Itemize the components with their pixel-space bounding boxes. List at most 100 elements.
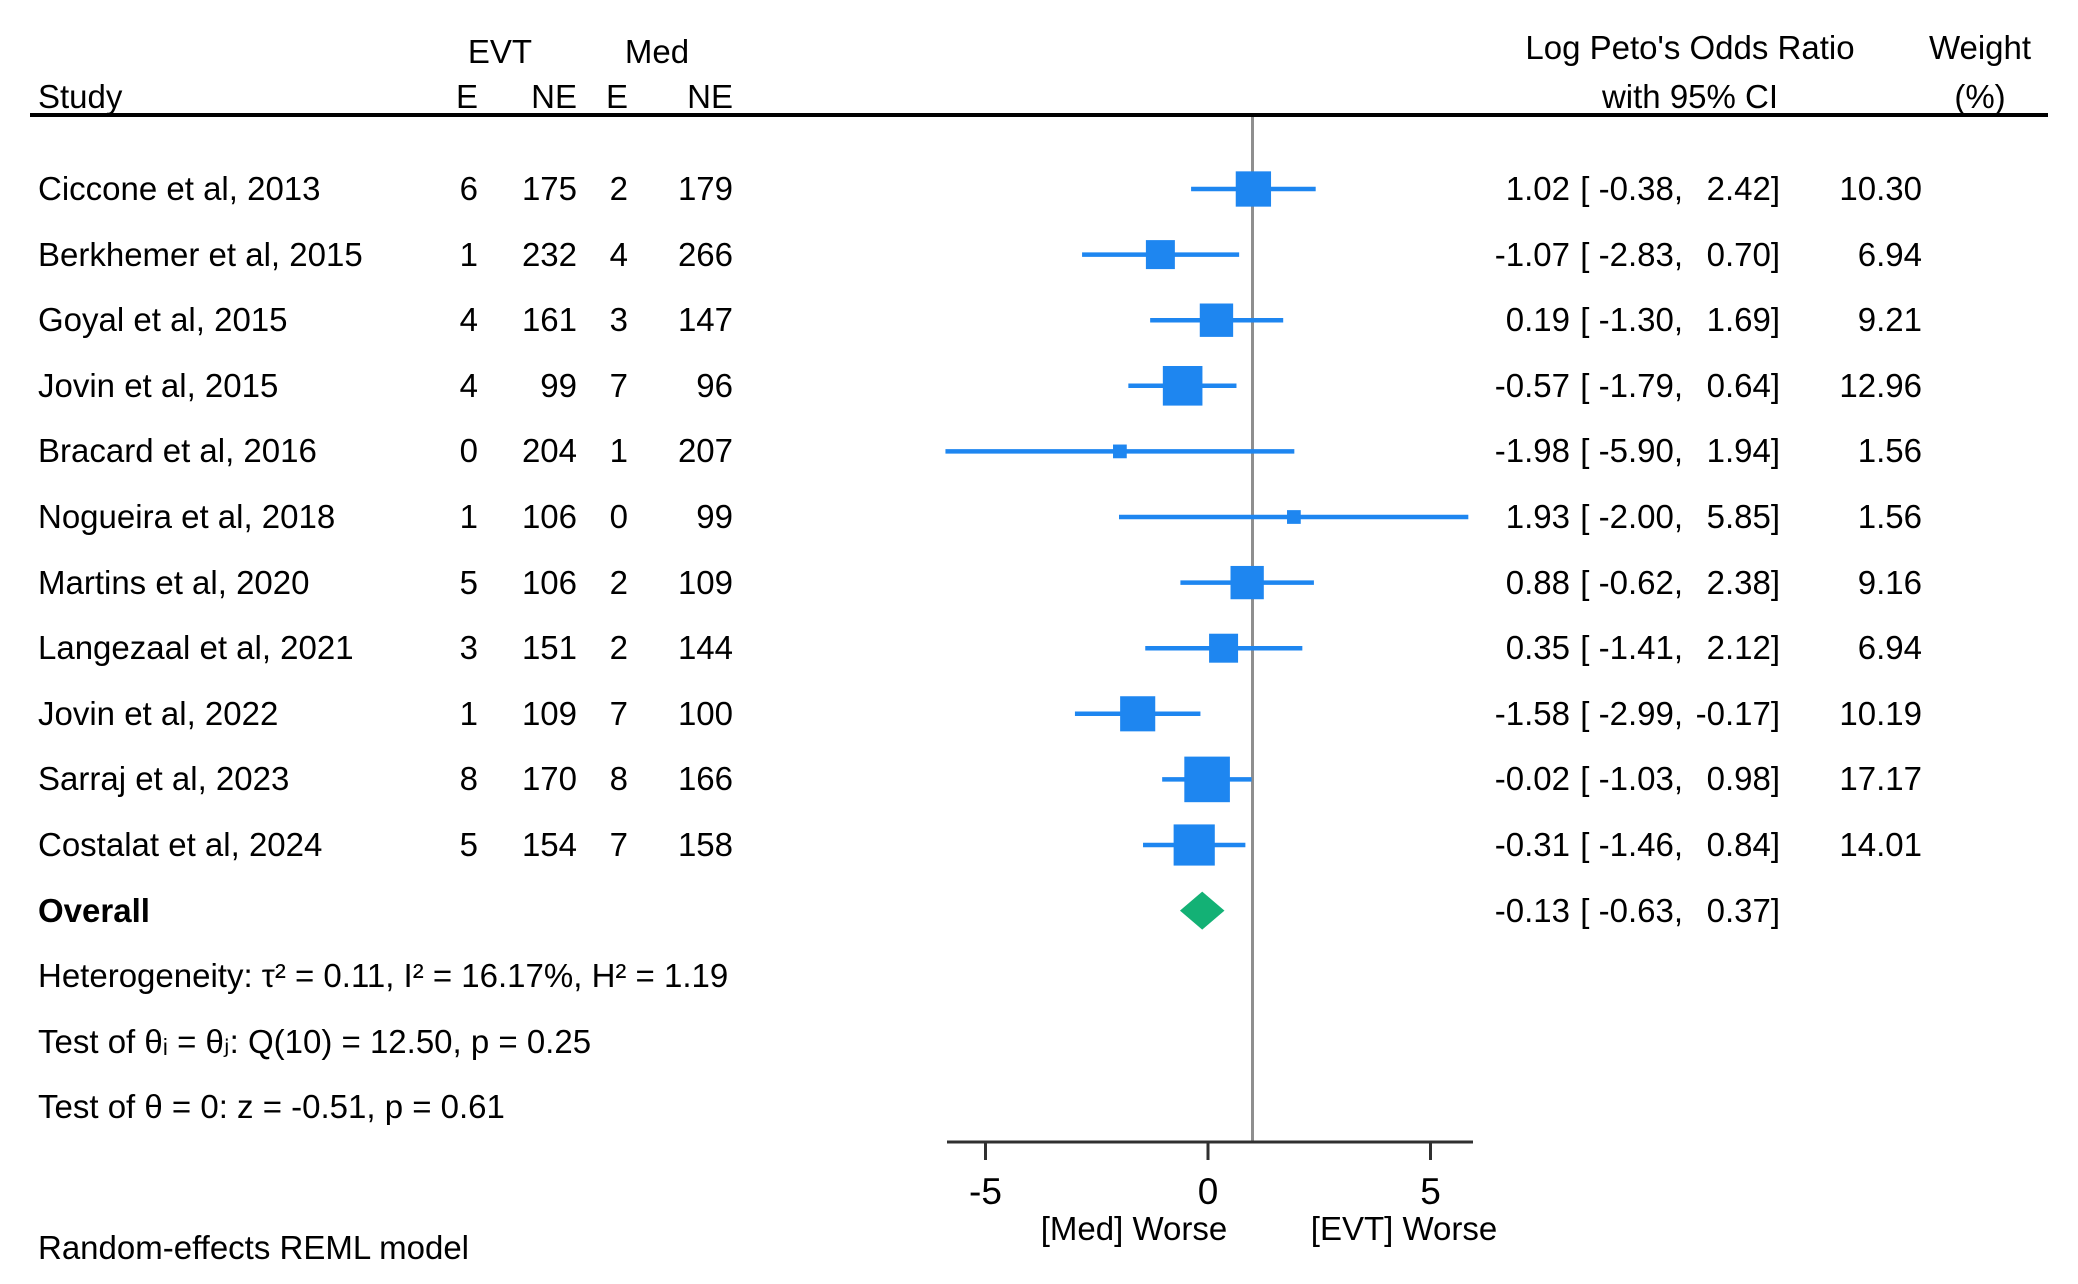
study-label: Jovin et al, 2015 — [38, 366, 279, 404]
evt-nonevents-value: 99 — [540, 366, 577, 404]
effect-square — [1184, 756, 1230, 803]
effect-square — [1230, 565, 1264, 600]
study-label: Ciccone et al, 2013 — [38, 170, 321, 207]
evt-nonevents-value: 106 — [521, 563, 577, 601]
x-tick-label: 5 — [1420, 1171, 1441, 1212]
med-events-value: 7 — [609, 366, 628, 404]
effect-square — [1173, 824, 1215, 866]
ci-upper-value: 1.94] — [1706, 432, 1780, 470]
header-rule — [30, 113, 2048, 117]
study-label: Langezaal et al, 2021 — [38, 629, 354, 667]
ci-upper-value: 0.70] — [1706, 235, 1780, 273]
med-nonevents-value: 100 — [677, 694, 733, 732]
ci-upper-value: 2.12] — [1706, 629, 1780, 667]
evt-nonevents-value: 170 — [521, 760, 577, 798]
ci-lower-value: [ -1.79, — [1580, 366, 1683, 404]
ci-lower-value: [ -1.03, — [1580, 760, 1683, 798]
weight-value: 10.19 — [1839, 694, 1922, 732]
weight-value: 1.56 — [1857, 498, 1922, 535]
effect-square — [1145, 240, 1175, 270]
study-label: Costalat et al, 2024 — [38, 826, 323, 863]
ci-lower-value: [ -2.00, — [1580, 498, 1683, 535]
evt-events-value: 5 — [459, 563, 478, 601]
effect-estimate-value: -0.57 — [1494, 366, 1570, 404]
effect-square — [1209, 633, 1239, 663]
ci-upper-value: 0.64] — [1706, 366, 1780, 404]
med-nonevents-value: 266 — [677, 235, 733, 273]
effect-square — [1287, 510, 1301, 524]
effect-square — [1162, 366, 1203, 406]
effect-estimate-value: 0.88 — [1505, 563, 1570, 601]
evt-events-value: 0 — [459, 432, 478, 470]
ci-upper-value: 2.38] — [1706, 563, 1780, 601]
effect-square — [1235, 171, 1272, 207]
effect-square — [1120, 696, 1156, 732]
evt-nonevents-value: 106 — [521, 498, 577, 535]
evt-events-value: 4 — [459, 301, 478, 339]
med-events-value: 2 — [609, 170, 628, 207]
ci-upper-value: 0.98] — [1706, 760, 1780, 798]
weight-value: 6.94 — [1857, 629, 1922, 667]
effect-estimate-value: -1.98 — [1494, 432, 1570, 470]
ci-lower-value: [ -1.41, — [1580, 629, 1683, 667]
med-nonevents-value: 109 — [677, 563, 733, 601]
med-events-value: 0 — [609, 498, 628, 535]
evt-events-value: 5 — [459, 826, 478, 863]
effect-estimate-value: -1.07 — [1494, 235, 1570, 273]
footer-model-note: Random-effects REML model — [38, 1229, 470, 1266]
evt-events-value: 1 — [459, 694, 478, 732]
evt-nonevents-value: 175 — [521, 170, 577, 207]
med-events-value: 8 — [609, 760, 628, 798]
stat-heterogeneity: Heterogeneity: τ² = 0.11, I² = 16.17%, H… — [38, 957, 729, 994]
study-label: Goyal et al, 2015 — [38, 301, 288, 339]
header-evt-e: E — [455, 78, 478, 115]
effect-square — [1199, 303, 1234, 337]
med-nonevents-value: 207 — [677, 432, 733, 470]
evt-nonevents-value: 204 — [521, 432, 577, 470]
med-nonevents-value: 179 — [677, 170, 733, 207]
header-group-med: Med — [624, 33, 690, 70]
weight-value: 14.01 — [1839, 826, 1922, 863]
overall-estimate-value: -0.13 — [1494, 891, 1570, 929]
overall-diamond — [1179, 891, 1225, 930]
x-tick-label: 0 — [1198, 1171, 1219, 1212]
evt-nonevents-value: 109 — [521, 694, 577, 732]
evt-nonevents-value: 161 — [521, 301, 577, 339]
weight-value: 1.56 — [1857, 432, 1922, 470]
med-events-value: 7 — [609, 826, 628, 863]
ci-upper-value: 2.42] — [1706, 170, 1780, 207]
effect-estimate-value: -0.31 — [1494, 826, 1570, 863]
evt-nonevents-value: 151 — [521, 629, 577, 667]
effect-square — [1113, 444, 1127, 459]
header-study: Study — [38, 78, 123, 115]
effect-estimate-value: -0.02 — [1494, 760, 1570, 798]
header-weight-line2: (%) — [1954, 78, 2006, 115]
evt-events-value: 8 — [459, 760, 478, 798]
overall-label: Overall — [38, 891, 150, 929]
study-label: Berkhemer et al, 2015 — [38, 235, 363, 273]
ci-lower-value: [ -5.90, — [1580, 432, 1683, 470]
effect-estimate-value: 1.93 — [1505, 498, 1570, 535]
header-med-e: E — [605, 78, 628, 115]
med-nonevents-value: 96 — [696, 366, 733, 404]
med-nonevents-value: 144 — [677, 629, 733, 667]
stat-test-theta-zero: Test of θ = 0: z = -0.51, p = 0.61 — [38, 1088, 505, 1125]
med-events-value: 7 — [609, 694, 628, 732]
header-group-evt: EVT — [467, 33, 533, 70]
weight-value: 12.96 — [1839, 366, 1922, 404]
ci-upper-value: -0.17] — [1695, 694, 1780, 732]
weight-value: 17.17 — [1839, 760, 1922, 798]
med-events-value: 3 — [609, 301, 628, 339]
axis-label-med-worse: [Med] Worse — [1041, 1210, 1227, 1247]
ci-upper-value: 5.85] — [1706, 498, 1780, 535]
overall-ci-upper-value: 0.37] — [1706, 891, 1780, 929]
med-nonevents-value: 147 — [677, 301, 733, 339]
effect-estimate-value: 1.02 — [1505, 170, 1570, 207]
x-tick-label: -5 — [969, 1171, 1002, 1212]
evt-nonevents-value: 232 — [521, 235, 577, 273]
overall-ci-lower-value: [ -0.63, — [1580, 891, 1683, 929]
evt-nonevents-value: 154 — [521, 826, 577, 863]
evt-events-value: 1 — [459, 235, 478, 273]
evt-events-value: 6 — [459, 170, 478, 207]
